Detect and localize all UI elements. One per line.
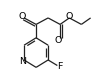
Text: O: O bbox=[66, 12, 73, 21]
Text: O: O bbox=[19, 12, 26, 21]
Text: N: N bbox=[19, 57, 26, 66]
Text: F: F bbox=[57, 62, 62, 71]
Text: O: O bbox=[55, 36, 62, 45]
